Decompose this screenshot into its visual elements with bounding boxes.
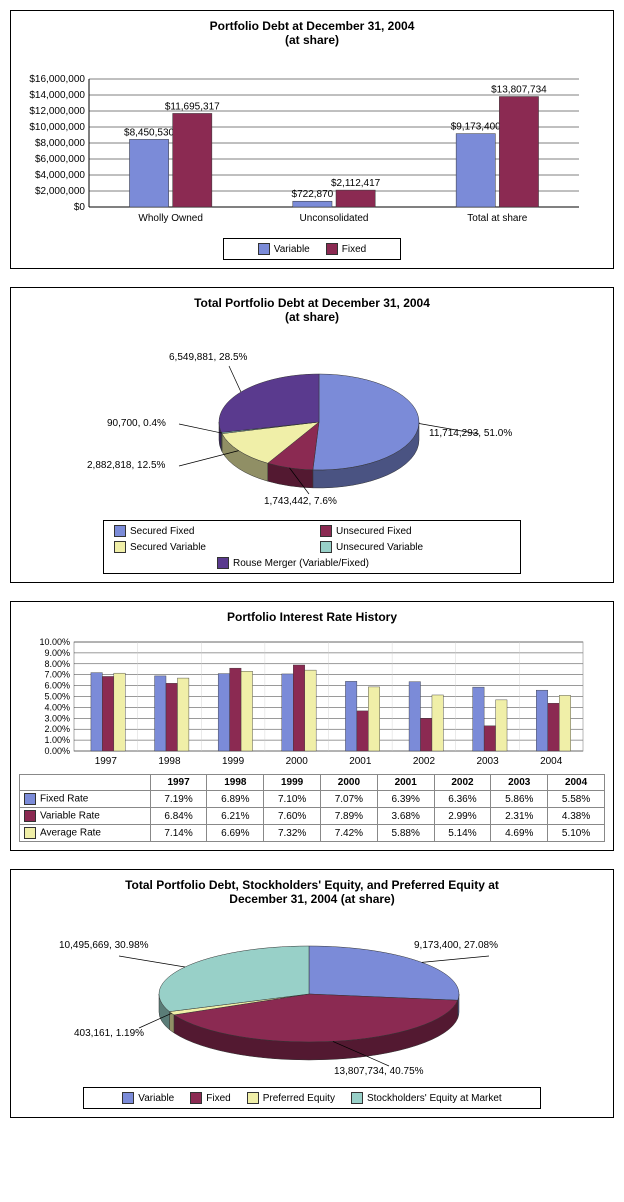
svg-text:90,700, 0.4%: 90,700, 0.4% [107, 418, 166, 429]
legend-item: Unsecured Fixed [320, 525, 510, 537]
svg-text:$14,000,000: $14,000,000 [29, 90, 85, 101]
svg-text:403,161, 1.19%: 403,161, 1.19% [74, 1028, 144, 1039]
svg-text:4.00%: 4.00% [44, 702, 70, 712]
chart1-title: Portfolio Debt at December 31, 2004 (at … [19, 19, 605, 47]
svg-text:$13,807,734: $13,807,734 [491, 85, 547, 96]
svg-text:10.00%: 10.00% [39, 637, 70, 647]
svg-text:2.00%: 2.00% [44, 724, 70, 734]
chart2-panel: Total Portfolio Debt at December 31, 200… [10, 287, 614, 583]
legend-item: Rouse Merger (Variable/Fixed) [217, 557, 407, 569]
legend-item: Variable [122, 1092, 174, 1104]
svg-text:7.00%: 7.00% [44, 670, 70, 680]
svg-text:$4,000,000: $4,000,000 [35, 170, 85, 181]
svg-text:1997: 1997 [95, 756, 118, 767]
svg-text:$12,000,000: $12,000,000 [29, 106, 85, 117]
svg-text:Unconsolidated: Unconsolidated [300, 213, 369, 224]
legend-item: Variable [258, 243, 310, 255]
legend-item: Secured Variable [114, 541, 304, 553]
chart3-panel: Portfolio Interest Rate History 0.00%1.0… [10, 601, 614, 851]
svg-text:Wholly Owned: Wholly Owned [138, 213, 202, 224]
chart2-title: Total Portfolio Debt at December 31, 200… [19, 296, 605, 324]
chart4-svg: 9,173,400, 27.08% 13,807,734, 40.75% 403,1… [19, 916, 589, 1076]
chart1-legend: Variable Fixed [223, 238, 401, 260]
svg-text:2000: 2000 [286, 756, 309, 767]
legend-item: Fixed [190, 1092, 230, 1104]
svg-text:$6,000,000: $6,000,000 [35, 154, 85, 165]
chart2-svg: 11,714,293, 51.0% 1,743,442, 7.6% 2,882,81… [19, 334, 589, 509]
svg-text:11,714,293, 51.0%: 11,714,293, 51.0% [429, 428, 512, 439]
svg-text:9.00%: 9.00% [44, 648, 70, 658]
chart4-panel: Total Portfolio Debt, Stockholders' Equi… [10, 869, 614, 1118]
svg-text:6,549,881, 28.5%: 6,549,881, 28.5% [169, 352, 248, 363]
chart1-svg: $0 $2,000,000 $4,000,000 $6,000,000 $8,000,0… [19, 57, 589, 227]
legend-item: Preferred Equity [247, 1092, 335, 1104]
svg-text:1,743,442, 7.6%: 1,743,442, 7.6% [264, 496, 337, 507]
svg-text:2004: 2004 [540, 756, 563, 767]
chart2-legend: Secured Fixed Unsecured Fixed Secured Vari… [103, 520, 521, 574]
legend-item: Fixed [326, 243, 366, 255]
svg-text:1998: 1998 [158, 756, 181, 767]
svg-text:5.00%: 5.00% [44, 692, 70, 702]
svg-text:1999: 1999 [222, 756, 245, 767]
svg-text:$16,000,000: $16,000,000 [29, 74, 85, 85]
svg-text:$722,870: $722,870 [292, 189, 334, 200]
svg-text:0.00%: 0.00% [44, 746, 70, 756]
legend-item: Stockholders' Equity at Market [351, 1092, 502, 1104]
svg-text:13,807,734, 40.75%: 13,807,734, 40.75% [334, 1066, 424, 1076]
chart3-title: Portfolio Interest Rate History [19, 610, 605, 624]
chart3-svg: 0.00%1.00%2.00%3.00%4.00%5.00%6.00%7.00%… [19, 634, 589, 769]
chart4-title: Total Portfolio Debt, Stockholders' Equi… [19, 878, 605, 906]
svg-text:2001: 2001 [349, 756, 372, 767]
svg-text:1.00%: 1.00% [44, 735, 70, 745]
svg-text:$8,450,530: $8,450,530 [124, 127, 174, 138]
chart4-legend: Variable Fixed Preferred Equity Stockholder… [83, 1087, 541, 1109]
chart1-panel: Portfolio Debt at December 31, 2004 (at … [10, 10, 614, 269]
svg-text:$10,000,000: $10,000,000 [29, 122, 85, 133]
svg-text:6.00%: 6.00% [44, 681, 70, 691]
svg-text:$8,000,000: $8,000,000 [35, 138, 85, 149]
svg-text:$2,000,000: $2,000,000 [35, 186, 85, 197]
svg-text:2002: 2002 [413, 756, 436, 767]
svg-text:2003: 2003 [476, 756, 499, 767]
svg-text:Total at share: Total at share [467, 213, 527, 224]
svg-text:$9,173,400: $9,173,400 [451, 122, 501, 133]
chart3-table: 19971998199920002001200220032004Fixed Ra… [19, 774, 605, 842]
svg-text:8.00%: 8.00% [44, 659, 70, 669]
svg-text:$0: $0 [74, 202, 86, 213]
svg-text:2,882,818, 12.5%: 2,882,818, 12.5% [87, 460, 166, 471]
svg-text:$2,112,417: $2,112,417 [331, 178, 381, 189]
svg-text:$11,695,317: $11,695,317 [165, 101, 220, 112]
svg-text:10,495,669, 30.98%: 10,495,669, 30.98% [59, 940, 149, 951]
svg-text:9,173,400, 27.08%: 9,173,400, 27.08% [414, 940, 498, 951]
legend-item: Secured Fixed [114, 525, 304, 537]
svg-text:3.00%: 3.00% [44, 713, 70, 723]
legend-item: Unsecured Variable [320, 541, 510, 553]
